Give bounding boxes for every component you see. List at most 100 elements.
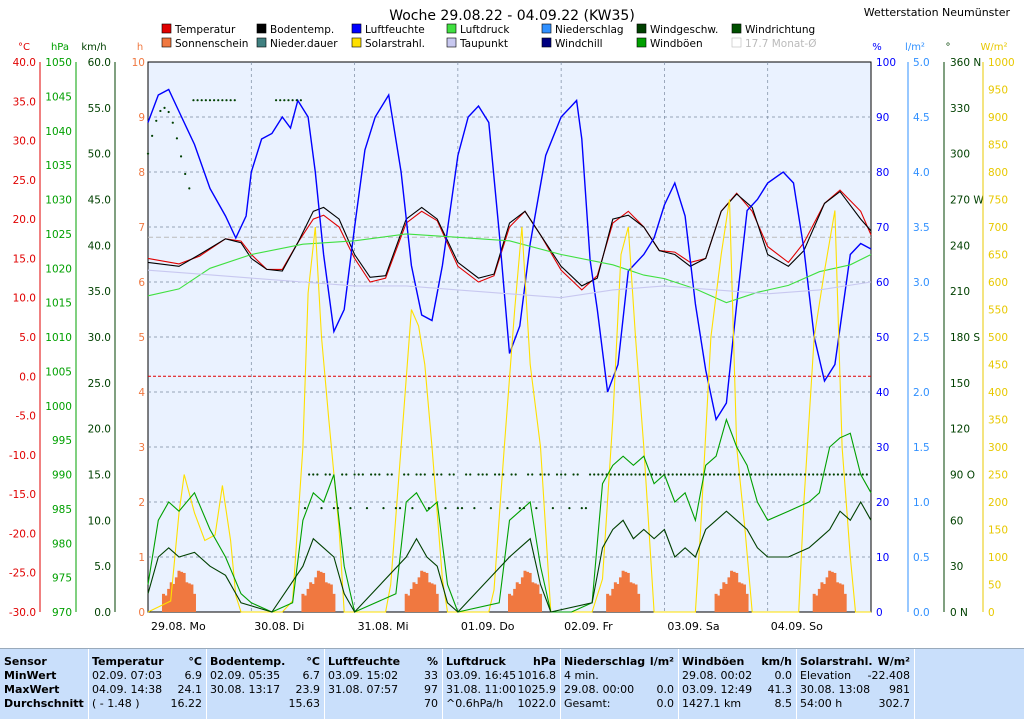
axis-tick-label: 10.0 xyxy=(88,515,111,527)
stats-row: 04.09. 14:38 24.1 xyxy=(88,683,206,697)
sunshine-bar xyxy=(732,571,736,612)
stats-header-unit: % xyxy=(426,655,438,668)
legend-label: 17.7 Monat-Ø xyxy=(745,38,816,50)
stats-row: 30.08. 13:08 981 xyxy=(796,683,914,697)
axis-tick-label: 10.0 xyxy=(13,293,36,305)
wind-direction-dot xyxy=(155,119,158,122)
axis-tick-label: 270 W xyxy=(950,195,984,207)
wind-direction-dot xyxy=(378,473,381,476)
stats-row-label: 30.08. 13:17 xyxy=(210,683,281,696)
sunshine-bar xyxy=(745,593,749,612)
axis-tick-label: 240 xyxy=(950,240,970,252)
wind-direction-dot xyxy=(374,473,377,476)
wind-direction-dot xyxy=(415,473,418,476)
stats-header-unit: km/h xyxy=(761,655,792,668)
axis-tick-label: 50 xyxy=(988,580,1001,592)
axis-tick-label: 50.0 xyxy=(88,149,111,161)
axis-tick-label: 80 xyxy=(876,167,889,179)
sunshine-bar xyxy=(817,588,821,612)
axis-tick-label: 1 xyxy=(138,552,145,564)
legend-label: Niederschlag xyxy=(555,24,624,36)
sunshine-bar xyxy=(520,577,524,612)
axis-tick-label: 330 xyxy=(950,103,970,115)
stats-row-value: 8.5 xyxy=(774,697,793,710)
axis-tick-label: 2 xyxy=(138,497,145,509)
sunshine-bar xyxy=(412,582,416,612)
wind-direction-dot xyxy=(233,99,236,102)
axis-tick-label: 700 xyxy=(988,222,1008,234)
sunshine-bar xyxy=(523,570,527,612)
column-separator xyxy=(442,649,443,719)
legend-swatch xyxy=(731,23,742,34)
wind-direction-dot xyxy=(390,473,393,476)
sunshine-bar xyxy=(172,583,176,612)
wind-direction-dot xyxy=(225,99,228,102)
day-label: 03.09. Sa xyxy=(667,620,719,633)
wind-direction-dot xyxy=(816,473,819,476)
stats-row-value: 70 xyxy=(424,697,438,710)
row-header-label: Sensor xyxy=(4,655,47,668)
chart-marks xyxy=(146,88,872,613)
sunshine-bar xyxy=(616,583,620,612)
stats-row-value: -22.408 xyxy=(867,669,910,682)
axis-tick-label: 60 xyxy=(950,515,963,527)
wind-direction-dot xyxy=(345,473,348,476)
sunshine-bar xyxy=(812,593,816,612)
station-name: Wetterstation Neumünster xyxy=(864,6,1011,19)
sunshine-bar xyxy=(730,570,734,612)
axis-tick-label: 3.5 xyxy=(913,222,930,234)
wind-direction-dot xyxy=(787,473,790,476)
stats-header-label: Luftdruck xyxy=(446,655,506,668)
axis-tick-label: 250 xyxy=(988,470,1008,482)
day-label: 29.08. Mo xyxy=(151,620,206,633)
wind-direction-dot xyxy=(807,473,811,476)
sunshine-bar xyxy=(841,584,845,612)
stats-row: 4 min. xyxy=(560,669,678,683)
wind-direction-dot xyxy=(213,99,216,102)
wind-direction-dot xyxy=(626,473,629,476)
axis-tick-label: 650 xyxy=(988,250,1008,262)
sunshine-bar xyxy=(167,588,171,612)
stats-row-label: 31.08. 07:57 xyxy=(328,683,399,696)
axis-tick-label: 1030 xyxy=(45,195,72,207)
wind-direction-dot xyxy=(295,99,298,102)
stats-column: Luftdruck hPa 03.09. 16:45 1016.8 31.08. 11:… xyxy=(442,649,560,719)
stats-row-value: 41.3 xyxy=(767,683,793,696)
sunshine-bar xyxy=(513,588,517,612)
wind-direction-dot xyxy=(576,473,579,476)
axis-tick-label: 1.5 xyxy=(913,442,930,454)
wind-direction-dot xyxy=(779,473,782,476)
wind-direction-dot xyxy=(721,473,724,476)
wind-direction-dot xyxy=(423,473,426,476)
stats-row: 15.63 xyxy=(206,697,324,711)
wind-direction-dot xyxy=(766,473,769,476)
axis-tick-label: 1045 xyxy=(45,91,72,103)
axis-tick-label: 180 S xyxy=(950,332,980,344)
axis-tick-label: 300 xyxy=(950,149,970,161)
axis-tick-label: 750 xyxy=(988,195,1008,207)
wind-direction-dot xyxy=(146,152,150,155)
stats-header-label: Solarstrahl. xyxy=(800,655,873,668)
row-header-label: Durchschnitt xyxy=(4,697,84,710)
stats-column: Bodentemp. °C 02.09. 05:35 6.7 30.08. 13:17 2… xyxy=(206,649,324,719)
sunshine-bar xyxy=(533,583,537,612)
wind-direction-dot xyxy=(725,473,728,476)
axis-tick-label: 10 xyxy=(132,57,145,69)
legend-swatch xyxy=(161,23,172,34)
wind-direction-dot xyxy=(580,507,583,510)
axis-tick-label: 30.0 xyxy=(13,136,36,148)
column-separator xyxy=(560,649,561,719)
sunshine-bar xyxy=(735,572,739,612)
stats-row: 03.09. 12:49 41.3 xyxy=(678,683,796,697)
wind-direction-dot xyxy=(526,473,530,476)
legend-label: Windchill xyxy=(555,38,603,50)
wind-direction-dot xyxy=(774,473,778,476)
sunshine-bar xyxy=(531,582,535,612)
axis-unit: ° xyxy=(946,42,951,53)
axis-unit: hPa xyxy=(51,42,69,53)
stats-row: 1427.1 km 8.5 xyxy=(678,697,796,711)
wind-direction-dot xyxy=(498,473,501,476)
sunshine-bar xyxy=(422,571,426,612)
wind-direction-dot xyxy=(543,473,546,476)
axis-tick-label: 0.0 xyxy=(19,371,36,383)
